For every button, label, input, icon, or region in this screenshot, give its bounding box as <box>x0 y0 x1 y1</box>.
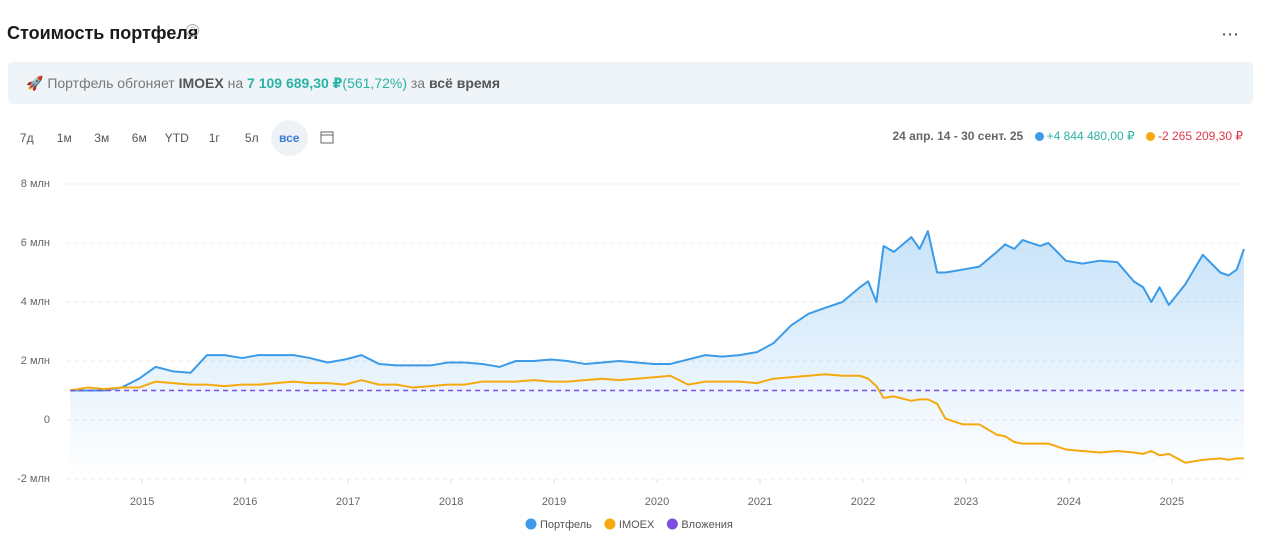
help-icon[interactable]: ? <box>186 24 199 37</box>
icon: 🚀 <box>26 75 44 91</box>
period-button[interactable]: 1м <box>56 131 72 145</box>
y-tick-label: 2 млн <box>21 355 50 367</box>
x-tick-label: 2015 <box>130 496 154 508</box>
period-button[interactable]: все <box>270 120 308 156</box>
x-tick-label: 2017 <box>336 496 360 508</box>
menu-button[interactable]: ⋯ <box>1221 24 1240 44</box>
widget-title: Стоимость портфеля <box>7 23 199 43</box>
period-button[interactable]: 1г <box>208 131 220 145</box>
y-tick-label: 8 млн <box>21 178 50 190</box>
period-button[interactable]: 6м <box>131 131 147 145</box>
banner: 🚀 Портфель обгоняет IMOEX на 7 109 689,3… <box>8 62 1253 104</box>
x-tick-label: 2019 <box>542 496 566 508</box>
x-tick-label: 2023 <box>954 496 978 508</box>
x-tick-label: 2016 <box>233 496 257 508</box>
banner-text: за <box>410 75 426 91</box>
y-tick-label: -2 млн <box>17 473 50 485</box>
x-tick-label: 2021 <box>748 496 772 508</box>
legend-marker <box>666 518 678 530</box>
period-button[interactable]: YTD <box>164 131 189 145</box>
banner-percent: (561,72%) <box>342 75 407 91</box>
calendar-button[interactable] <box>308 120 346 156</box>
legend-label: Портфель <box>540 519 592 531</box>
legend-marker <box>604 518 616 530</box>
legend-label: IMOEX <box>619 519 655 531</box>
x-tick-label: 2020 <box>645 496 669 508</box>
x-tick-label: 2025 <box>1160 496 1184 508</box>
summary: 24 апр. 14 - 30 сент. 25 +4 844 480,00 ₽… <box>893 129 1244 143</box>
legend-label: Вложения <box>681 519 733 531</box>
banner-text: Портфель обгоняет <box>47 75 175 91</box>
series-line <box>69 373 1244 464</box>
banner-amount: 7 109 689,30 ₽ <box>247 75 343 91</box>
legend-dot <box>1145 132 1155 141</box>
portfolio-change: +4 844 480,00 ₽ <box>1046 129 1135 143</box>
x-tick-label: 2024 <box>1057 496 1081 508</box>
x-tick-label: 2022 <box>851 496 875 508</box>
period-selector: 7д 1м 3м 6м YTD 1г 5л все <box>8 120 346 156</box>
legend-dot <box>1034 132 1044 141</box>
range: 24 апр. 14 - 30 сент. 25 <box>892 129 1024 143</box>
index-change: -2 265 209,30 ₽ <box>1157 129 1243 143</box>
legend-marker <box>525 518 537 530</box>
series-line <box>70 230 1245 392</box>
banner-index: IMOEX <box>178 75 224 91</box>
banner-text: на <box>227 75 244 91</box>
period-button[interactable]: 3м <box>94 131 110 145</box>
x-tick-label: 2018 <box>439 496 463 508</box>
area-fill <box>70 231 1245 479</box>
period-button[interactable]: 7д <box>19 131 34 145</box>
period-button[interactable]: 5л <box>244 131 259 145</box>
banner-period: всё время <box>429 75 501 91</box>
y-tick-label: 4 млн <box>21 296 50 308</box>
y-tick-label: 6 млн <box>21 237 50 249</box>
legend: Портфель IMOEX Вложения <box>525 518 733 531</box>
y-tick-label: 0 <box>44 414 50 426</box>
